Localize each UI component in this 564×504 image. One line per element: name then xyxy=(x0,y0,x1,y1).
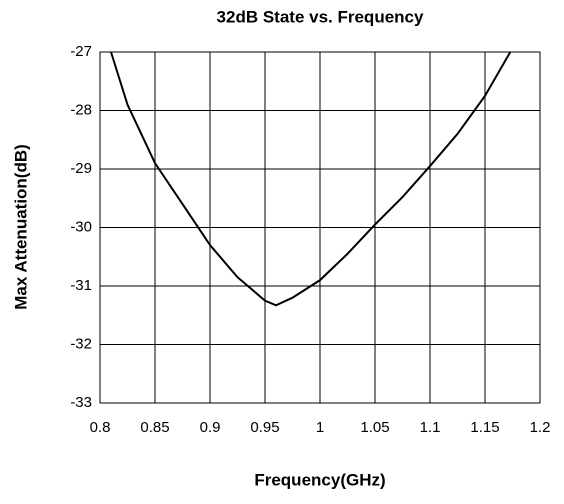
y-tick-label: -32 xyxy=(70,335,92,352)
x-tick-label: 1 xyxy=(316,419,324,436)
y-tick-label: -29 xyxy=(70,160,92,177)
x-tick-label: 0.95 xyxy=(250,419,279,436)
y-tick-label: -28 xyxy=(70,101,92,118)
x-tick-label: 1.15 xyxy=(470,419,499,436)
y-tick-label: -27 xyxy=(70,43,92,60)
y-tick-label: -30 xyxy=(70,218,92,235)
y-tick-label: -31 xyxy=(70,277,92,294)
chart-title: 32dB State vs. Frequency xyxy=(217,7,424,26)
x-tick-label: 0.85 xyxy=(140,419,169,436)
x-tick-label: 0.8 xyxy=(90,419,111,436)
y-axis-label: Max Attenuation(dB) xyxy=(11,144,30,310)
x-tick-label: 1.1 xyxy=(420,419,441,436)
x-tick-label: 1.05 xyxy=(360,419,389,436)
y-tick-label: -33 xyxy=(70,394,92,411)
x-tick-label: 0.9 xyxy=(200,419,221,436)
plot-border xyxy=(99,51,541,404)
x-tick-label: 1.2 xyxy=(530,419,551,436)
x-axis-label: Frequency(GHz) xyxy=(254,470,385,489)
data-line xyxy=(110,51,512,307)
